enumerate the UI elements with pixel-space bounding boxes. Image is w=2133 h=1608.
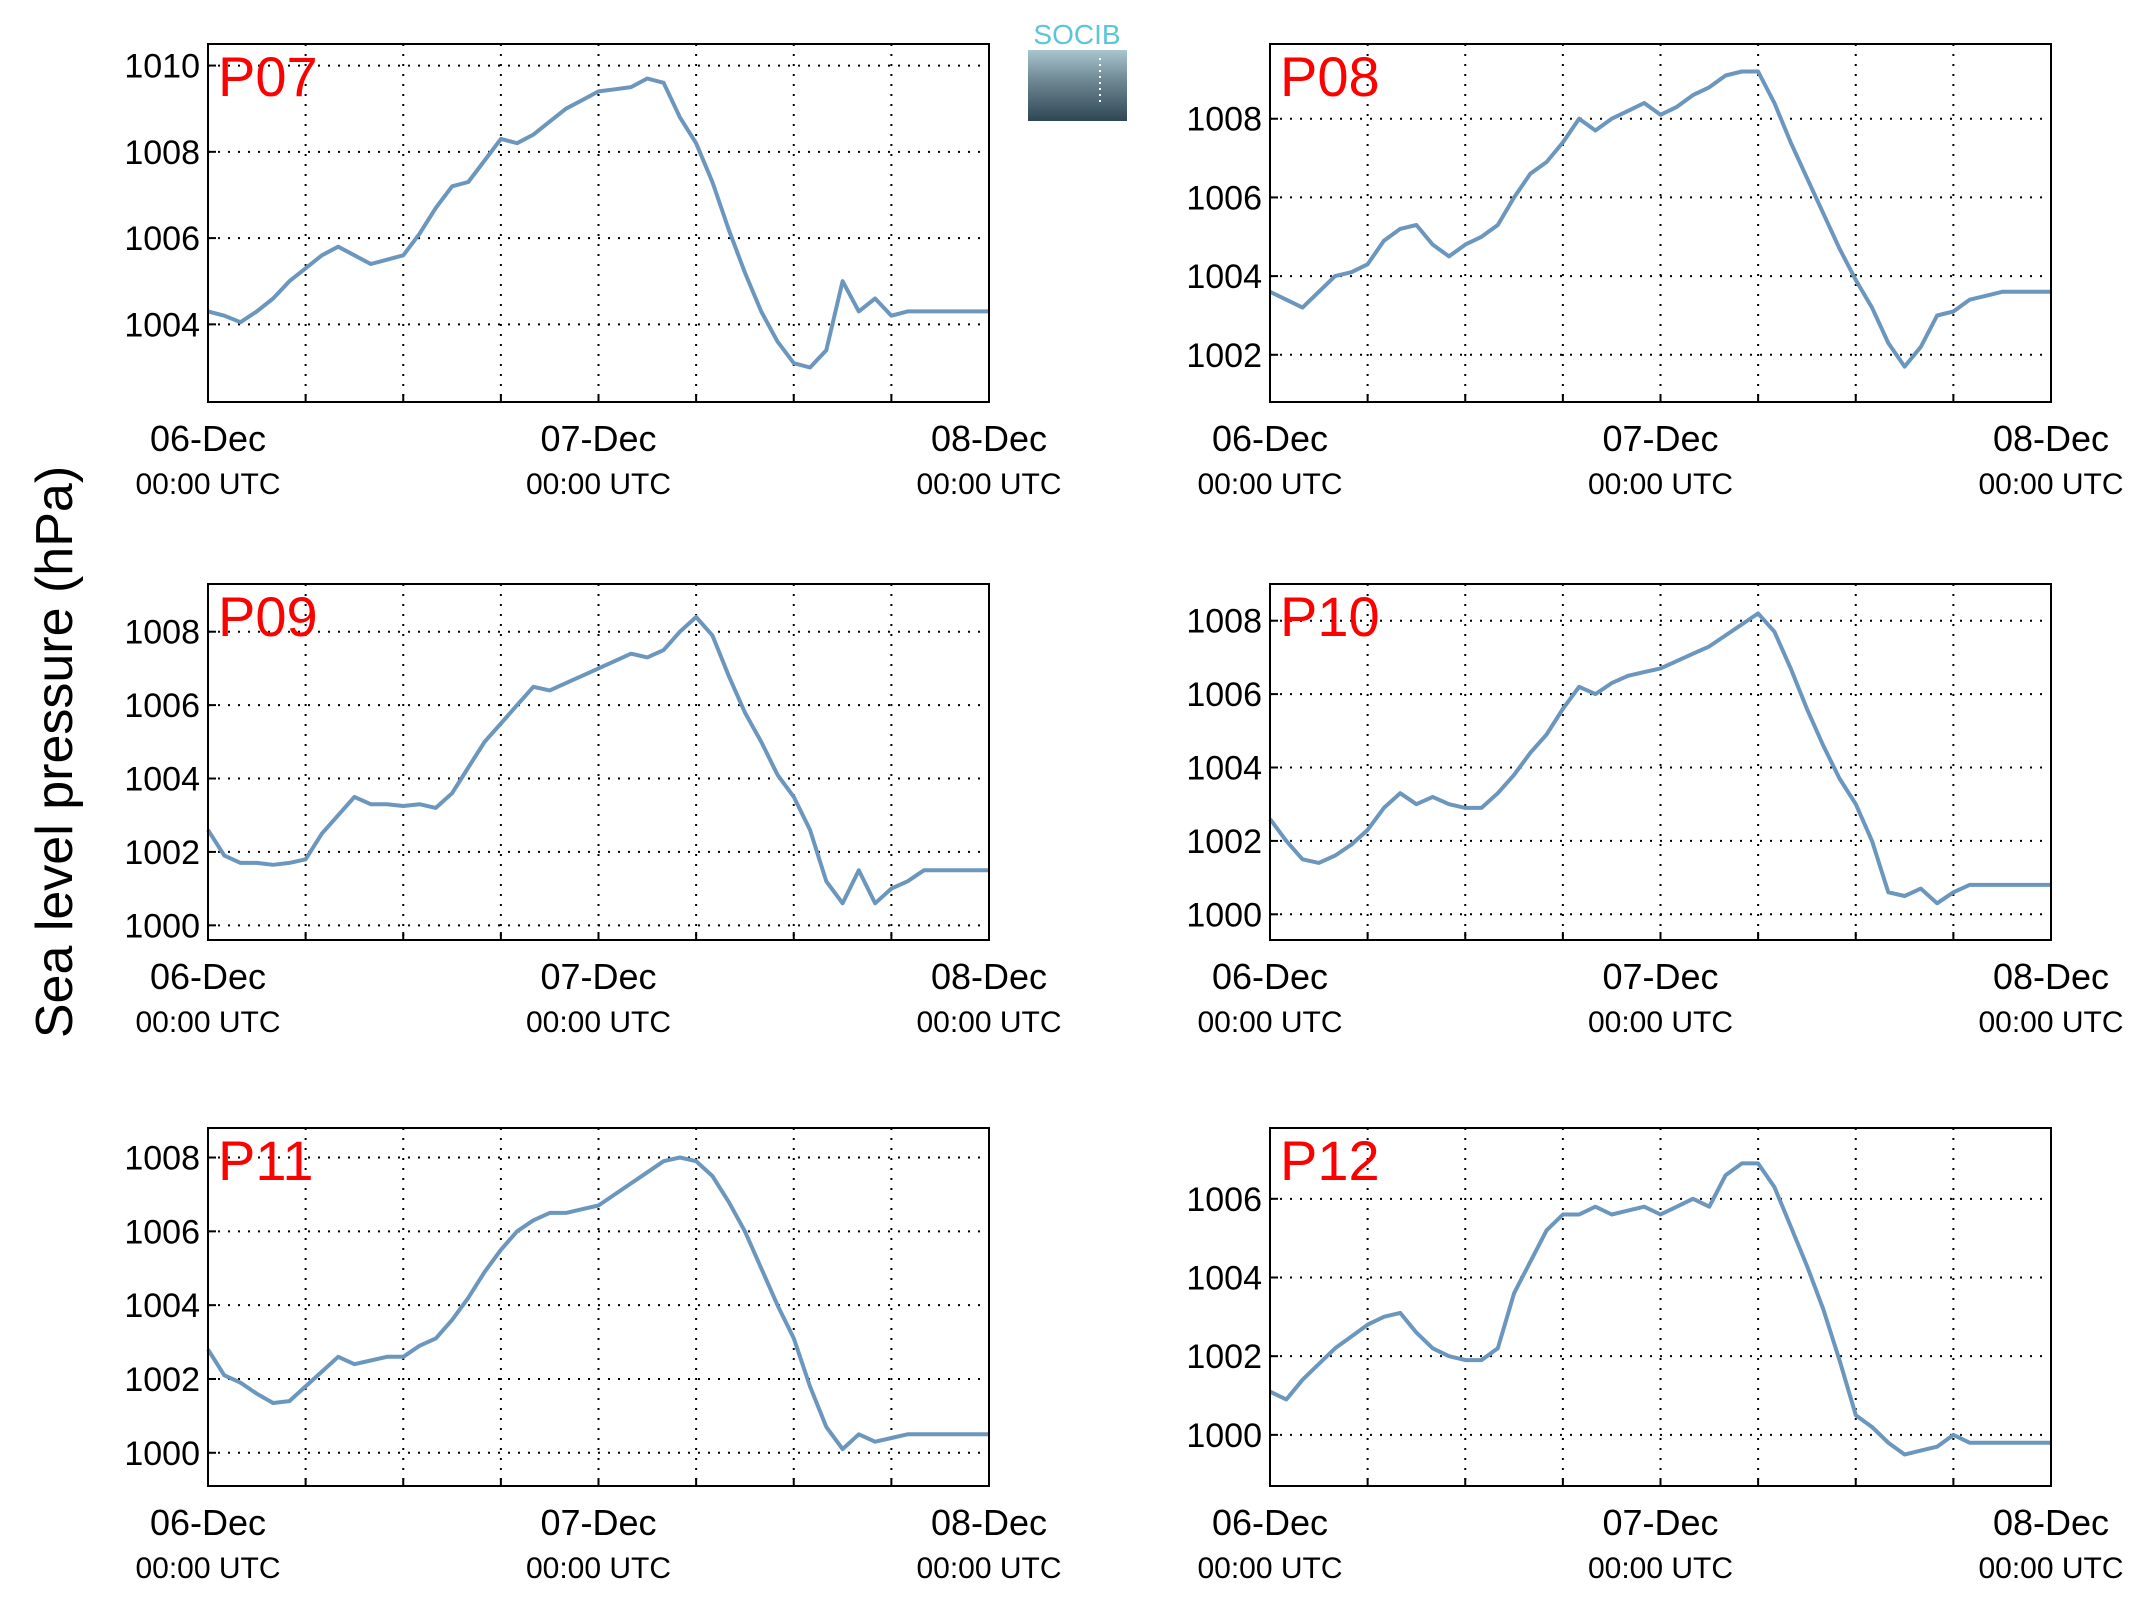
panel-p09: 1000 1002 1004 1006 1008 06-Dec 00:00 UTC 07-De… — [124, 583, 1062, 1039]
x-tick-time-label: 00:00 UTC — [135, 468, 280, 501]
y-tick-label: 1000 — [1186, 896, 1262, 934]
y-tick-label: 1002 — [1186, 823, 1262, 861]
y-tick-label: 1008 — [124, 1140, 200, 1178]
x-tick-time-label: 00:00 UTC — [1197, 468, 1342, 501]
socib-logo-text: SOCIB — [1033, 19, 1120, 50]
plot-frame — [1269, 43, 2052, 403]
panel-p07: 1004 1006 1008 1010 06-Dec 00:00 UTC 07-Dec 00:… — [124, 43, 1062, 501]
x-tick-date-label: 06-Dec — [1212, 956, 1328, 997]
plot-frame — [207, 583, 990, 941]
x-tick-time-label: 00:00 UTC — [916, 1006, 1061, 1039]
pressure-series-line — [206, 615, 989, 906]
x-tick-date-label: 07-Dec — [1602, 1502, 1718, 1543]
x-tick-date-label: 08-Dec — [1993, 956, 2109, 997]
y-tick-label: 1008 — [1186, 603, 1262, 641]
x-tick-date-label: 08-Dec — [931, 956, 1047, 997]
y-tick-label: 1004 — [1186, 750, 1262, 788]
y-tick-label: 1006 — [1186, 179, 1262, 217]
y-tick-label: 1008 — [1186, 101, 1262, 139]
x-tick-time-label: 00:00 UTC — [1197, 1552, 1342, 1585]
y-tick-label: 1006 — [124, 1213, 200, 1251]
y-axis-title: Sea level pressure (hPa) — [26, 466, 84, 1038]
x-tick-time-label: 00:00 UTC — [526, 468, 671, 501]
panels: 1004 1006 1008 1010 06-Dec 00:00 UTC 07-Dec 00:… — [124, 43, 2124, 1585]
panel-label: P10 — [1280, 585, 1380, 648]
pressure-series-line — [206, 1155, 989, 1452]
socib-logo-block — [1028, 50, 1127, 121]
y-tick-label: 1002 — [1186, 1338, 1262, 1376]
y-tick-label: 1008 — [124, 614, 200, 652]
x-tick-time-label: 00:00 UTC — [916, 1552, 1061, 1585]
panel-label: P11 — [218, 1129, 313, 1192]
x-tick-time-label: 00:00 UTC — [916, 468, 1061, 501]
x-tick-time-label: 00:00 UTC — [1978, 1552, 2123, 1585]
y-tick-label: 1004 — [124, 306, 200, 344]
x-tick-time-label: 00:00 UTC — [1588, 1552, 1733, 1585]
x-tick-time-label: 00:00 UTC — [1978, 468, 2123, 501]
x-tick-time-label: 00:00 UTC — [526, 1552, 671, 1585]
y-tick-label: 1010 — [124, 48, 200, 86]
y-tick-label: 1006 — [1186, 676, 1262, 714]
panel-p10: 1000 1002 1004 1006 1008 06-Dec 00:00 UTC 07-De… — [1186, 583, 2124, 1039]
plot-frame — [1269, 1127, 2052, 1487]
x-tick-date-label: 07-Dec — [1602, 956, 1718, 997]
y-tick-label: 1002 — [1186, 337, 1262, 375]
y-tick-label: 1004 — [124, 761, 200, 799]
x-tick-time-label: 00:00 UTC — [526, 1006, 671, 1039]
y-tick-label: 1004 — [1186, 258, 1262, 296]
x-tick-date-label: 08-Dec — [931, 418, 1047, 459]
panel-label: P12 — [1280, 1129, 1380, 1192]
x-tick-time-label: 00:00 UTC — [1197, 1006, 1342, 1039]
panel-label: P07 — [218, 45, 318, 108]
panel-label: P09 — [218, 585, 318, 648]
x-tick-date-label: 06-Dec — [150, 418, 266, 459]
y-tick-label: 1006 — [1186, 1181, 1262, 1219]
y-tick-label: 1002 — [124, 1361, 200, 1399]
y-tick-label: 1006 — [124, 687, 200, 725]
x-tick-time-label: 00:00 UTC — [135, 1552, 280, 1585]
pressure-series-line — [1269, 1161, 2051, 1457]
y-tick-label: 1002 — [124, 834, 200, 872]
pressure-series-line — [1268, 611, 2051, 906]
panel-p08: 1002 1004 1006 1008 06-Dec 00:00 UTC 07-Dec 00:… — [1186, 43, 2124, 501]
x-tick-time-label: 00:00 UTC — [1978, 1006, 2123, 1039]
y-tick-label: 1000 — [1186, 1417, 1262, 1455]
plot-frame — [1269, 583, 2052, 941]
y-tick-label: 1008 — [124, 134, 200, 172]
x-tick-time-label: 00:00 UTC — [1588, 468, 1733, 501]
y-tick-label: 1004 — [124, 1287, 200, 1325]
y-tick-label: 1004 — [1186, 1259, 1262, 1297]
pressure-series-line — [207, 76, 989, 370]
x-tick-date-label: 07-Dec — [540, 418, 656, 459]
x-tick-date-label: 07-Dec — [1602, 418, 1718, 459]
panel-label: P08 — [1280, 45, 1380, 108]
x-tick-date-label: 08-Dec — [1993, 418, 2109, 459]
x-tick-date-label: 08-Dec — [1993, 1502, 2109, 1543]
y-tick-label: 1000 — [124, 1435, 200, 1473]
x-tick-date-label: 06-Dec — [150, 1502, 266, 1543]
x-tick-time-label: 00:00 UTC — [1588, 1006, 1733, 1039]
x-tick-date-label: 07-Dec — [540, 956, 656, 997]
x-tick-date-label: 06-Dec — [1212, 1502, 1328, 1543]
plot-frame — [207, 1127, 990, 1487]
panel-p11: 1000 1002 1004 1006 1008 06-Dec 00:00 UTC 07-De… — [124, 1127, 1062, 1585]
socib-logo: SOCIB — [1028, 19, 1127, 121]
panel-p12: 1000 1002 1004 1006 06-Dec 00:00 UTC 07-Dec 00:… — [1186, 1127, 2124, 1585]
y-tick-label: 1000 — [124, 907, 200, 945]
x-tick-date-label: 06-Dec — [150, 956, 266, 997]
plot-frame — [207, 43, 990, 403]
y-tick-label: 1006 — [124, 220, 200, 258]
pressure-series-line — [1269, 69, 2051, 369]
x-tick-date-label: 07-Dec — [540, 1502, 656, 1543]
x-tick-time-label: 00:00 UTC — [135, 1006, 280, 1039]
x-tick-date-label: 06-Dec — [1212, 418, 1328, 459]
x-tick-date-label: 08-Dec — [931, 1502, 1047, 1543]
